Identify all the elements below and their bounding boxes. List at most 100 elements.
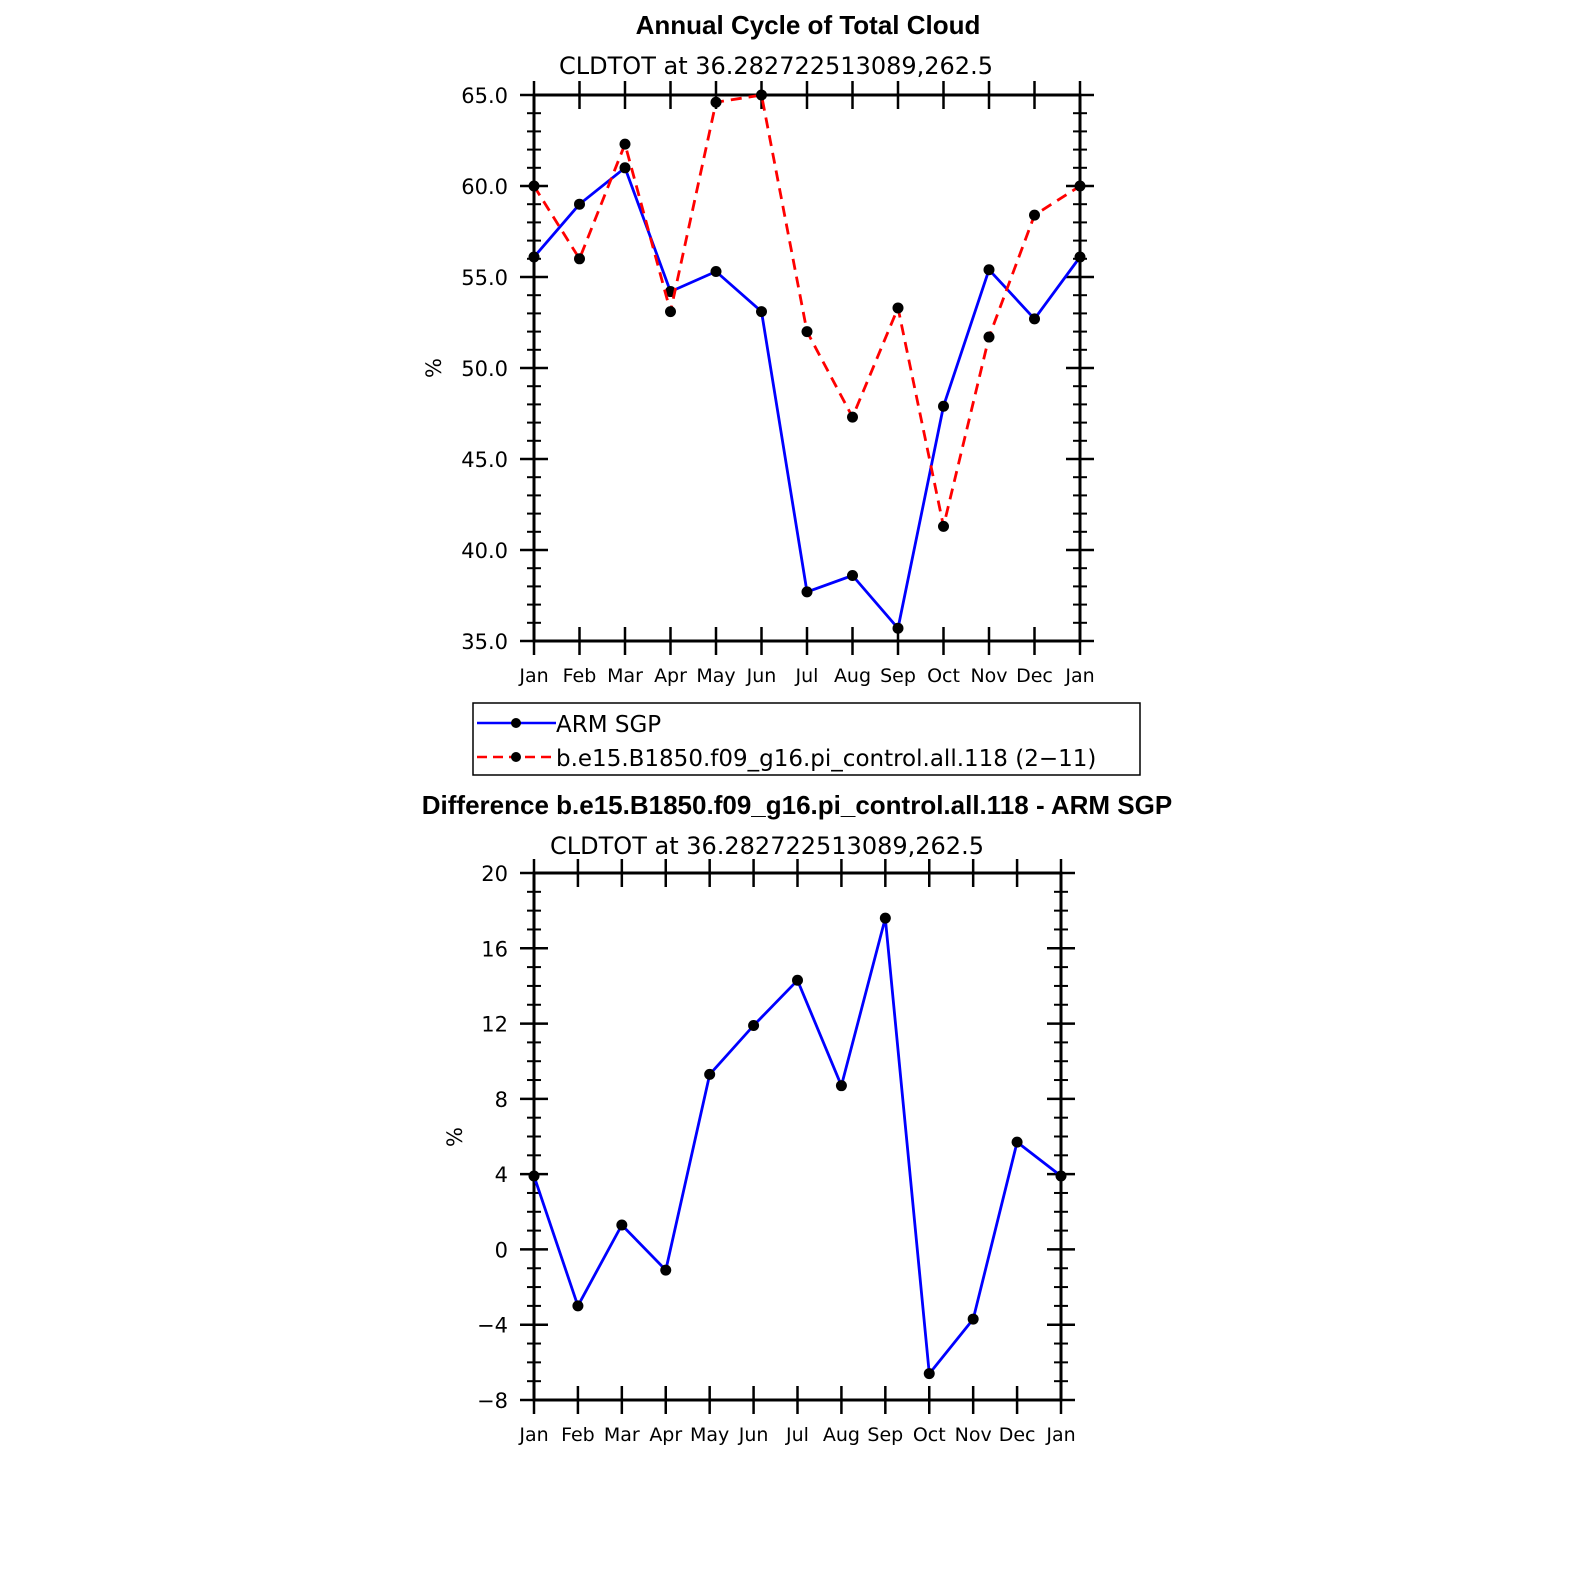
data-point-b-e15-b1850-f09-g16-pi-control-all-118-2-11-jan — [1074, 180, 1086, 192]
legend: ARM SGP b.e15.B1850.f09_g16.pi_control.a… — [472, 702, 1141, 776]
series-line-difference — [532, 916, 1062, 1376]
data-point-arm-sgp-aug — [847, 569, 858, 581]
data-point-arm-sgp-jan — [1074, 251, 1086, 263]
data-series — [528, 89, 1086, 634]
data-point-difference-aug — [835, 1080, 847, 1092]
x-tick-label-aug: Aug — [834, 665, 871, 687]
data-point-difference-apr — [660, 1264, 672, 1276]
data-point-arm-sgp-jan — [528, 251, 540, 263]
legend-entry-arm-sgp: ARM SGP — [477, 712, 661, 738]
data-point-difference-jan — [528, 1170, 540, 1182]
data-point-arm-sgp-feb — [574, 198, 585, 210]
series-line-b-e15-b1850-f09-g16-pi-control-all-118-2-11 — [532, 93, 1081, 528]
x-tick-label-apr: Apr — [649, 1424, 682, 1446]
data-point-b-e15-b1850-f09-g16-pi-control-all-118-2-11-feb — [574, 253, 585, 265]
data-point-difference-may — [704, 1068, 716, 1080]
chart-subtitle: CLDTOT at 36.282722513089,262.5 — [559, 52, 993, 80]
data-point-b-e15-b1850-f09-g16-pi-control-all-118-2-11-jul — [801, 326, 813, 338]
data-point-difference-dec — [1011, 1136, 1023, 1148]
data-point-difference-mar — [616, 1219, 628, 1231]
y-tick-label: −8 — [477, 1389, 508, 1413]
x-tick-label-mar: Mar — [607, 665, 643, 687]
chart-title: Annual Cycle of Total Cloud — [636, 10, 981, 40]
y-axis-label: % — [422, 358, 446, 378]
x-tick-label-jan: Jan — [1045, 1424, 1075, 1446]
plot-frame — [532, 93, 1082, 643]
x-tick-label-may: May — [696, 665, 735, 687]
y-tick-label: 8 — [495, 1088, 508, 1112]
plot-frame — [532, 871, 1063, 1402]
data-point-difference-jun — [748, 1019, 760, 1031]
x-tick-label-nov: Nov — [955, 1424, 992, 1446]
x-tick-label-jun: Jun — [746, 665, 777, 687]
legend-label-model: b.e15.B1850.f09_g16.pi_control.all.118 (… — [556, 746, 1096, 772]
data-point-b-e15-b1850-f09-g16-pi-control-all-118-2-11-oct — [938, 520, 949, 532]
y-tick-labels: −8 −4 0 4 8 12 16 20 — [477, 862, 508, 1413]
x-tick-labels: Jan Feb Mar Apr May Jun Jul Aug Sep Oct Nov Dec Jan — [518, 1424, 1075, 1446]
data-point-b-e15-b1850-f09-g16-pi-control-all-118-2-11-aug — [847, 411, 858, 423]
y-tick-label: 60.0 — [461, 175, 508, 199]
x-tick-label-aug: Aug — [823, 1424, 860, 1446]
legend-entry-model: b.e15.B1850.f09_g16.pi_control.all.118 (… — [477, 746, 1096, 772]
data-point-difference-nov — [967, 1313, 979, 1325]
data-point-arm-sgp-oct — [938, 400, 949, 412]
annual-cycle-panel: Annual Cycle of Total Cloud CLDTOT at 36… — [422, 10, 1095, 687]
x-tick-label-jul: Jul — [795, 665, 819, 687]
x-tick-label-nov: Nov — [970, 665, 1007, 687]
x-tick-label-mar: Mar — [604, 1424, 640, 1446]
series-line-arm-sgp — [532, 166, 1082, 630]
difference-panel: Difference b.e15.B1850.f09_g16.pi_contro… — [422, 790, 1172, 1446]
x-tick-label-apr: Apr — [654, 665, 687, 687]
data-point-arm-sgp-nov — [983, 264, 995, 276]
y-tick-labels: 35.0 40.0 45.0 50.0 55.0 60.0 65.0 — [461, 84, 508, 654]
x-tick-label-may: May — [690, 1424, 729, 1446]
x-tick-label-dec: Dec — [999, 1424, 1036, 1446]
data-point-difference-feb — [572, 1300, 584, 1312]
x-tick-label-oct: Oct — [927, 665, 960, 687]
data-point-arm-sgp-jun — [756, 306, 767, 318]
y-tick-label: 4 — [495, 1163, 508, 1187]
chart-subtitle: CLDTOT at 36.282722513089,262.5 — [550, 832, 984, 860]
y-tick-label: 12 — [481, 1013, 508, 1037]
x-tick-label-sep: Sep — [880, 665, 916, 687]
y-tick-label: 45.0 — [461, 448, 508, 472]
x-tick-label-oct: Oct — [913, 1424, 946, 1446]
data-point-b-e15-b1850-f09-g16-pi-control-all-118-2-11-jun — [756, 89, 767, 101]
x-tick-label-feb: Feb — [561, 1424, 595, 1446]
x-tick-label-jan: Jan — [1064, 665, 1094, 687]
x-tick-label-jan: Jan — [518, 665, 548, 687]
x-tick-label-dec: Dec — [1016, 665, 1053, 687]
y-tick-label: 16 — [481, 937, 508, 961]
data-series — [528, 912, 1067, 1380]
data-point-arm-sgp-sep — [892, 622, 904, 634]
y-axis-label: % — [443, 1127, 467, 1147]
legend-marker-model — [511, 752, 521, 762]
y-tick-label: 50.0 — [461, 357, 508, 381]
y-tick-label: 40.0 — [461, 539, 508, 563]
y-tick-label: 35.0 — [461, 630, 508, 654]
y-tick-label: 0 — [495, 1238, 508, 1262]
data-point-difference-jan — [1055, 1170, 1067, 1182]
data-point-arm-sgp-mar — [619, 162, 631, 174]
x-tick-label-jun: Jun — [738, 1424, 769, 1446]
legend-box — [472, 702, 1141, 776]
legend-label-arm-sgp: ARM SGP — [556, 712, 661, 738]
data-point-arm-sgp-dec — [1029, 313, 1040, 325]
data-point-b-e15-b1850-f09-g16-pi-control-all-118-2-11-apr — [665, 306, 676, 318]
data-point-arm-sgp-may — [710, 266, 722, 278]
data-point-b-e15-b1850-f09-g16-pi-control-all-118-2-11-dec — [1029, 209, 1040, 221]
axis-ticks — [520, 81, 1094, 655]
data-point-b-e15-b1850-f09-g16-pi-control-all-118-2-11-jan — [528, 180, 540, 192]
y-tick-label: 20 — [481, 862, 508, 886]
data-point-difference-jul — [792, 974, 803, 986]
y-tick-label: 65.0 — [461, 84, 508, 108]
data-point-difference-sep — [879, 912, 891, 924]
y-tick-label: 55.0 — [461, 266, 508, 290]
data-point-arm-sgp-jul — [801, 586, 813, 598]
x-tick-label-feb: Feb — [563, 665, 597, 687]
data-point-difference-oct — [923, 1368, 935, 1380]
axis-ticks — [520, 859, 1075, 1414]
legend-marker-arm-sgp — [511, 718, 521, 728]
data-point-b-e15-b1850-f09-g16-pi-control-all-118-2-11-nov — [983, 331, 995, 343]
